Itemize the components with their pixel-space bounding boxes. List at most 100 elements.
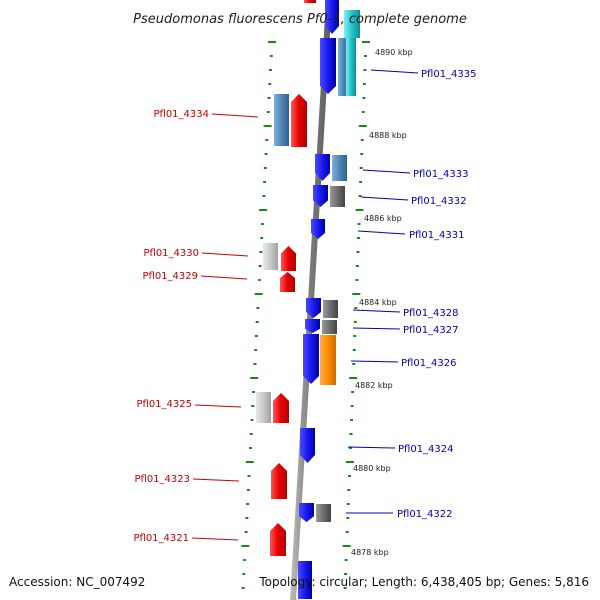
gene-arrow-4325[interactable] — [273, 393, 289, 423]
gene-arrow-4326-companion[interactable] — [320, 335, 336, 385]
tick-mark — [355, 279, 359, 281]
tick-mark — [346, 503, 350, 505]
tick-mark — [344, 559, 348, 561]
gene-arrow-bottom[interactable] — [298, 561, 312, 599]
tick-mark — [256, 307, 260, 309]
tick-mark — [245, 461, 254, 463]
gene-label-text[interactable]: Pfl01_4322 — [397, 509, 453, 520]
tick-mark — [267, 97, 271, 99]
gene-label-right[interactable]: Pfl01_4331 — [357, 230, 465, 241]
gene-label-left[interactable]: Pfl01_4329 — [142, 271, 248, 282]
gene-label-text[interactable]: Pfl01_4328 — [403, 308, 459, 319]
gene-label-text[interactable]: Pfl01_4329 — [142, 271, 198, 282]
gene-arrow-4332[interactable] — [313, 185, 328, 207]
tick-mark — [263, 181, 267, 183]
gene-arrow-4321[interactable] — [270, 523, 286, 556]
tick-mark — [244, 531, 248, 533]
gene-arrow-4335-companion[interactable] — [338, 38, 348, 96]
gene-label-right[interactable]: Pfl01_4333 — [362, 169, 469, 180]
tick-mark — [266, 111, 270, 113]
gene-arrow-4333-companion[interactable] — [332, 155, 347, 181]
gene-label-left[interactable]: Pfl01_4334 — [153, 109, 259, 120]
gene-arrow-4332-companion[interactable] — [330, 186, 345, 207]
gene-label-text[interactable]: Pfl01_4323 — [134, 474, 190, 485]
gene-arrow-4334-companion[interactable] — [274, 94, 289, 146]
tick-mark — [359, 167, 363, 169]
gene-label-text[interactable]: Pfl01_4335 — [421, 69, 477, 80]
gene-arrow-4331[interactable] — [311, 219, 325, 239]
gene-arrow-4322-companion[interactable] — [316, 504, 331, 522]
gene-label-text[interactable]: Pfl01_4321 — [133, 533, 189, 544]
gene-arrow-4322[interactable] — [299, 503, 314, 522]
gene-arrow-4326[interactable] — [303, 334, 319, 384]
gene-arrow-4335-companion[interactable] — [346, 38, 356, 96]
tick-mark — [249, 447, 252, 449]
tick-mark — [247, 475, 251, 477]
kbp-label: 4882 kbp — [355, 381, 393, 390]
kbp-label: 4884 kbp — [359, 298, 397, 307]
tick-mark — [358, 125, 367, 127]
gene-label-text[interactable]: Pfl01_4324 — [398, 444, 454, 455]
tick-mark — [360, 153, 364, 155]
gene-label-text[interactable]: Pfl01_4325 — [136, 399, 192, 410]
gene-features — [256, 0, 360, 599]
tick-mark — [350, 405, 354, 407]
tick-mark — [349, 377, 358, 379]
tick-mark — [352, 363, 356, 365]
tick-mark — [353, 321, 357, 323]
tick-mark — [362, 41, 370, 43]
gene-label-text[interactable]: Pfl01_4332 — [411, 196, 467, 207]
tick-mark — [268, 41, 276, 43]
gene-label-text[interactable]: Pfl01_4330 — [143, 248, 199, 259]
gene-arrow-4329[interactable] — [280, 272, 295, 292]
gene-arrow-4323[interactable] — [271, 463, 287, 499]
tick-mark — [364, 55, 367, 57]
tick-mark — [345, 531, 349, 533]
tick-mark — [250, 419, 254, 421]
gene-label-right[interactable]: Pfl01_4324 — [347, 444, 454, 455]
gene-label-text[interactable]: Pfl01_4331 — [409, 230, 465, 241]
gene-label-right[interactable]: Pfl01_4326 — [350, 358, 457, 369]
gene-arrow-4324[interactable] — [300, 428, 315, 463]
gene-label-right[interactable]: Pfl01_4322 — [346, 509, 453, 520]
gene-label-right[interactable]: Pfl01_4335 — [370, 69, 477, 80]
gene-label-text[interactable]: Pfl01_4333 — [413, 169, 469, 180]
tick-mark — [352, 293, 361, 295]
gene-arrow-4325-companion[interactable] — [256, 392, 271, 423]
tick-mark — [344, 573, 348, 575]
gene-arrow-4335[interactable] — [320, 38, 336, 94]
tick-mark — [347, 489, 351, 491]
tick-marks — [241, 41, 370, 589]
gene-label-text[interactable]: Pfl01_4327 — [403, 325, 459, 336]
gene-arrow-4328-companion[interactable] — [323, 300, 338, 318]
gene-arrow-4327[interactable] — [305, 319, 320, 333]
gene-arrow-top[interactable] — [344, 10, 360, 38]
tick-mark — [269, 55, 273, 57]
tick-mark — [259, 251, 263, 253]
gene-label-text[interactable]: Pfl01_4326 — [401, 358, 457, 369]
gene-label-right[interactable]: Pfl01_4327 — [352, 325, 459, 336]
gene-label-left[interactable]: Pfl01_4330 — [143, 248, 249, 259]
tick-mark — [349, 433, 353, 435]
tick-mark — [362, 83, 366, 85]
accession-text: Accession: NC_007492 — [9, 575, 145, 589]
gene-label-text[interactable]: Pfl01_4334 — [153, 109, 209, 120]
gene-label-left[interactable]: Pfl01_4323 — [134, 474, 240, 485]
gene-label-left[interactable]: Pfl01_4321 — [133, 533, 239, 544]
gene-arrow-top[interactable] — [325, 0, 339, 34]
gene-arrow-4330[interactable] — [281, 246, 296, 271]
gene-arrow-4330-companion[interactable] — [263, 243, 278, 270]
tick-mark — [354, 307, 358, 309]
gene-arrow-4327-companion[interactable] — [322, 320, 337, 334]
genome-title: Pseudomonas fluorescens Pf0-1, complete … — [133, 12, 467, 27]
tick-mark — [252, 391, 255, 393]
gene-label-right[interactable]: Pfl01_4328 — [352, 308, 459, 319]
tick-mark — [355, 209, 364, 211]
gene-label-right[interactable]: Pfl01_4332 — [360, 196, 467, 207]
gene-arrow-4328[interactable] — [306, 298, 321, 318]
gene-arrow-4334[interactable] — [291, 94, 307, 147]
gene-label-left[interactable]: Pfl01_4325 — [136, 399, 242, 410]
gene-arrow-4333[interactable] — [315, 154, 330, 181]
gene-arrow-top[interactable] — [304, 0, 316, 3]
